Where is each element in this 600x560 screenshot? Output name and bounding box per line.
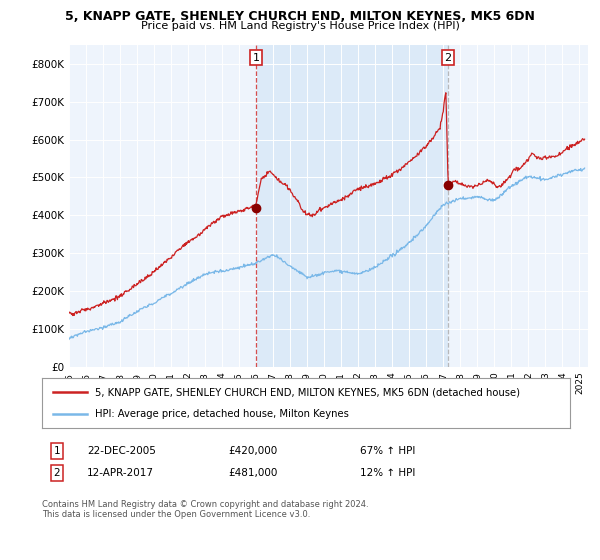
Text: 67% ↑ HPI: 67% ↑ HPI xyxy=(360,446,415,456)
Text: Price paid vs. HM Land Registry's House Price Index (HPI): Price paid vs. HM Land Registry's House … xyxy=(140,21,460,31)
Text: 12% ↑ HPI: 12% ↑ HPI xyxy=(360,468,415,478)
Text: 1: 1 xyxy=(53,446,61,456)
Text: £420,000: £420,000 xyxy=(228,446,277,456)
Text: 1: 1 xyxy=(253,53,259,63)
Text: 5, KNAPP GATE, SHENLEY CHURCH END, MILTON KEYNES, MK5 6DN (detached house): 5, KNAPP GATE, SHENLEY CHURCH END, MILTO… xyxy=(95,387,520,397)
Text: £481,000: £481,000 xyxy=(228,468,277,478)
Text: HPI: Average price, detached house, Milton Keynes: HPI: Average price, detached house, Milt… xyxy=(95,409,349,419)
Text: 5, KNAPP GATE, SHENLEY CHURCH END, MILTON KEYNES, MK5 6DN: 5, KNAPP GATE, SHENLEY CHURCH END, MILTO… xyxy=(65,10,535,23)
Text: Contains HM Land Registry data © Crown copyright and database right 2024.
This d: Contains HM Land Registry data © Crown c… xyxy=(42,500,368,519)
Text: 22-DEC-2005: 22-DEC-2005 xyxy=(87,446,156,456)
Text: 2: 2 xyxy=(445,53,452,63)
Text: 2: 2 xyxy=(53,468,61,478)
Bar xyxy=(256,45,448,367)
Text: 12-APR-2017: 12-APR-2017 xyxy=(87,468,154,478)
